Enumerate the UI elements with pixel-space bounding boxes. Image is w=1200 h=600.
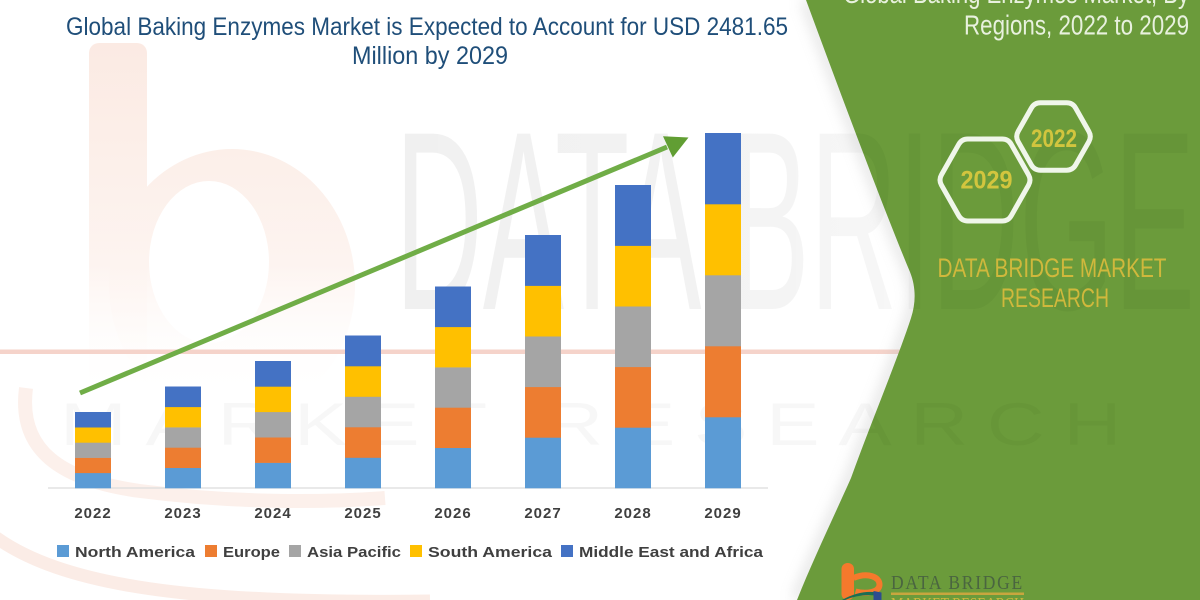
- svg-text:RESEARCH: RESEARCH: [1001, 283, 1109, 313]
- svg-text:Million by 2029: Million by 2029: [352, 42, 508, 70]
- svg-text:2023: 2023: [164, 505, 201, 522]
- svg-text:Asia Pacific: Asia Pacific: [307, 544, 401, 561]
- svg-text:2029: 2029: [961, 167, 1013, 195]
- svg-text:DATA BRIDGE MARKET: DATA BRIDGE MARKET: [938, 253, 1167, 283]
- svg-text:2026: 2026: [434, 505, 471, 522]
- svg-text:Regions, 2022 to 2029: Regions, 2022 to 2029: [964, 10, 1189, 41]
- svg-text:2025: 2025: [344, 505, 381, 522]
- svg-text:2029: 2029: [704, 505, 741, 522]
- svg-text:2028: 2028: [614, 505, 651, 522]
- svg-text:South America: South America: [428, 544, 553, 561]
- svg-text:North America: North America: [75, 544, 196, 561]
- svg-text:Middle East and Africa: Middle East and Africa: [579, 544, 764, 561]
- svg-text:2024: 2024: [254, 505, 291, 522]
- svg-text:2022: 2022: [1031, 125, 1077, 153]
- svg-text:DATA BRIDGE: DATA BRIDGE: [891, 572, 1024, 594]
- svg-text:2022: 2022: [74, 505, 111, 522]
- svg-text:2027: 2027: [524, 505, 561, 522]
- svg-text:MARKET RESEARCH: MARKET RESEARCH: [891, 594, 1024, 600]
- svg-text:Global Baking Enzymes Market,: Global Baking Enzymes Market, By: [843, 0, 1189, 9]
- svg-text:Europe: Europe: [223, 544, 280, 561]
- svg-text:Global Baking Enzymes Market i: Global Baking Enzymes Market is Expected…: [66, 13, 788, 41]
